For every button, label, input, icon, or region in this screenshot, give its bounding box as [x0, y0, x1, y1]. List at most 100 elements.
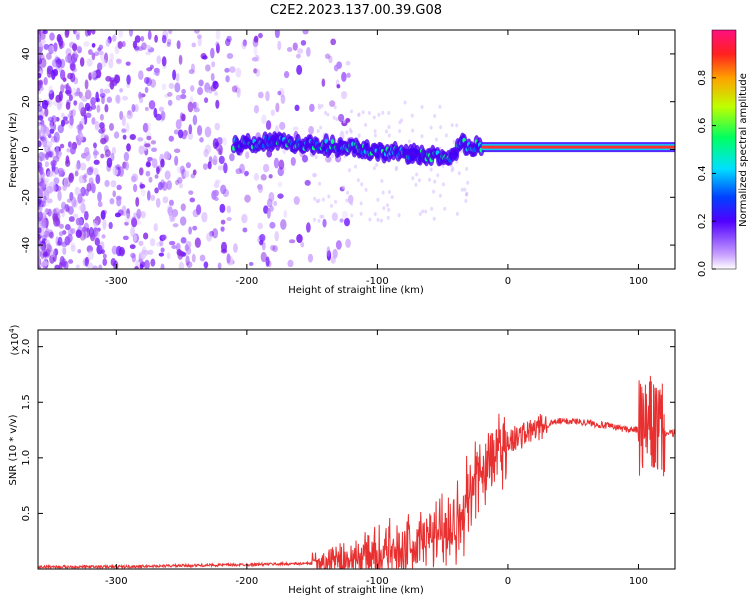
heatmap-cell — [54, 56, 61, 65]
heatmap-cell — [92, 265, 98, 269]
heatmap-cell — [300, 241, 305, 248]
heatmap-cell — [432, 216, 436, 221]
heatmap-cell — [265, 120, 272, 131]
heatmap-cell — [44, 207, 49, 214]
heatmap-cell — [381, 190, 385, 195]
heatmap-cell — [52, 213, 58, 222]
heatmap-cell — [40, 152, 47, 162]
heatmap-cell — [345, 238, 351, 249]
heatmap-cell — [77, 132, 84, 142]
heatmap-cell — [64, 89, 72, 95]
top-y-tick-label: 0 — [21, 146, 32, 152]
heatmap-cell — [131, 173, 139, 182]
heatmap-cell — [76, 123, 83, 131]
heatmap-cell — [195, 204, 202, 216]
heatmap-cell — [441, 182, 445, 187]
heatmap-cell — [41, 219, 47, 229]
heatmap-cell — [209, 230, 215, 237]
heatmap-cell — [100, 137, 107, 145]
heatmap-cell — [115, 195, 122, 201]
heatmap-cell — [278, 159, 285, 170]
heatmap-cell — [294, 104, 300, 112]
heatmap-cell — [63, 119, 70, 125]
heatmap-cell — [178, 261, 185, 269]
heatmap-cell — [138, 240, 144, 247]
heatmap-cell — [138, 70, 144, 81]
heatmap-cell — [38, 124, 44, 134]
heatmap-cell — [51, 147, 57, 158]
heatmap-cell — [188, 190, 194, 195]
heatmap-cell — [168, 240, 176, 246]
heatmap-cell — [118, 30, 124, 38]
heatmap-cell — [38, 129, 41, 140]
heatmap-cell — [162, 196, 169, 204]
heatmap-cell — [241, 213, 248, 224]
heatmap-cell — [175, 119, 182, 130]
heatmap-cell — [116, 58, 122, 63]
heatmap-cell — [180, 93, 187, 100]
heatmap-cell — [215, 179, 221, 184]
heatmap-cell — [38, 140, 42, 148]
heatmap-cell — [106, 157, 113, 168]
heatmap-cell — [122, 134, 127, 140]
heatmap-cell — [292, 42, 298, 51]
heatmap-cell — [130, 226, 136, 238]
heatmap-cell — [108, 58, 114, 69]
heatmap-cell — [43, 251, 48, 257]
heatmap-cell — [145, 51, 152, 56]
heatmap-cell — [140, 189, 146, 197]
heatmap-cell — [460, 187, 464, 192]
heatmap-cell — [97, 191, 102, 203]
heatmap-cell — [97, 47, 102, 52]
heatmap-cell — [161, 34, 167, 44]
heatmap-cell — [262, 163, 270, 173]
heatmap-cell — [155, 113, 162, 121]
heatmap-cell — [83, 41, 90, 47]
heatmap-cell — [84, 89, 92, 100]
heatmap-cell — [126, 111, 133, 120]
heatmap-cell — [70, 144, 76, 153]
heatmap-cell — [199, 137, 204, 143]
heatmap-cell — [349, 129, 353, 134]
heatmap-cell — [197, 87, 204, 96]
heatmap-cell — [147, 249, 154, 255]
figure-title: C2E2.2023.137.00.39.G08 — [270, 3, 442, 18]
heatmap-cell — [229, 66, 236, 73]
heatmap-cell — [53, 131, 60, 143]
heatmap-cell — [39, 31, 46, 41]
heatmap-cell — [104, 179, 110, 188]
heatmap-cell — [78, 175, 85, 184]
heatmap-cell — [166, 180, 172, 191]
heatmap-cell — [67, 141, 72, 148]
heatmap-cell — [377, 112, 381, 117]
heatmap-cell — [43, 76, 48, 86]
heatmap-cell — [302, 30, 309, 35]
heatmap-cell — [86, 106, 93, 112]
heatmap-cell — [258, 32, 263, 39]
bottom-x-tick-label: 100 — [629, 576, 648, 587]
heatmap-cell — [192, 169, 197, 176]
heatmap-cell — [60, 83, 65, 94]
heatmap-cell — [367, 110, 371, 115]
heatmap-cell — [38, 90, 42, 95]
heatmap-cell — [77, 249, 82, 254]
top-y-tick-label: 40 — [21, 48, 32, 61]
heatmap-cell — [235, 168, 242, 175]
heatmap-cell — [40, 131, 48, 138]
heatmap-cell — [71, 141, 78, 150]
bottom-y-tick-label: 0.5 — [21, 505, 32, 521]
heatmap-cell — [72, 43, 78, 52]
heatmap-cell — [321, 78, 326, 87]
heatmap-cell — [61, 258, 67, 267]
heatmap-cell — [215, 43, 220, 54]
heatmap-cell — [43, 180, 49, 188]
heatmap-cell — [429, 125, 433, 130]
heatmap-cell — [140, 211, 146, 219]
heatmap-cell — [69, 115, 74, 126]
heatmap-cell — [52, 155, 60, 163]
heatmap-cell — [346, 72, 351, 78]
heatmap-cell — [90, 233, 97, 240]
heatmap-cell — [114, 212, 121, 218]
heatmap-cell — [64, 203, 69, 212]
heatmap-cell — [153, 223, 158, 232]
